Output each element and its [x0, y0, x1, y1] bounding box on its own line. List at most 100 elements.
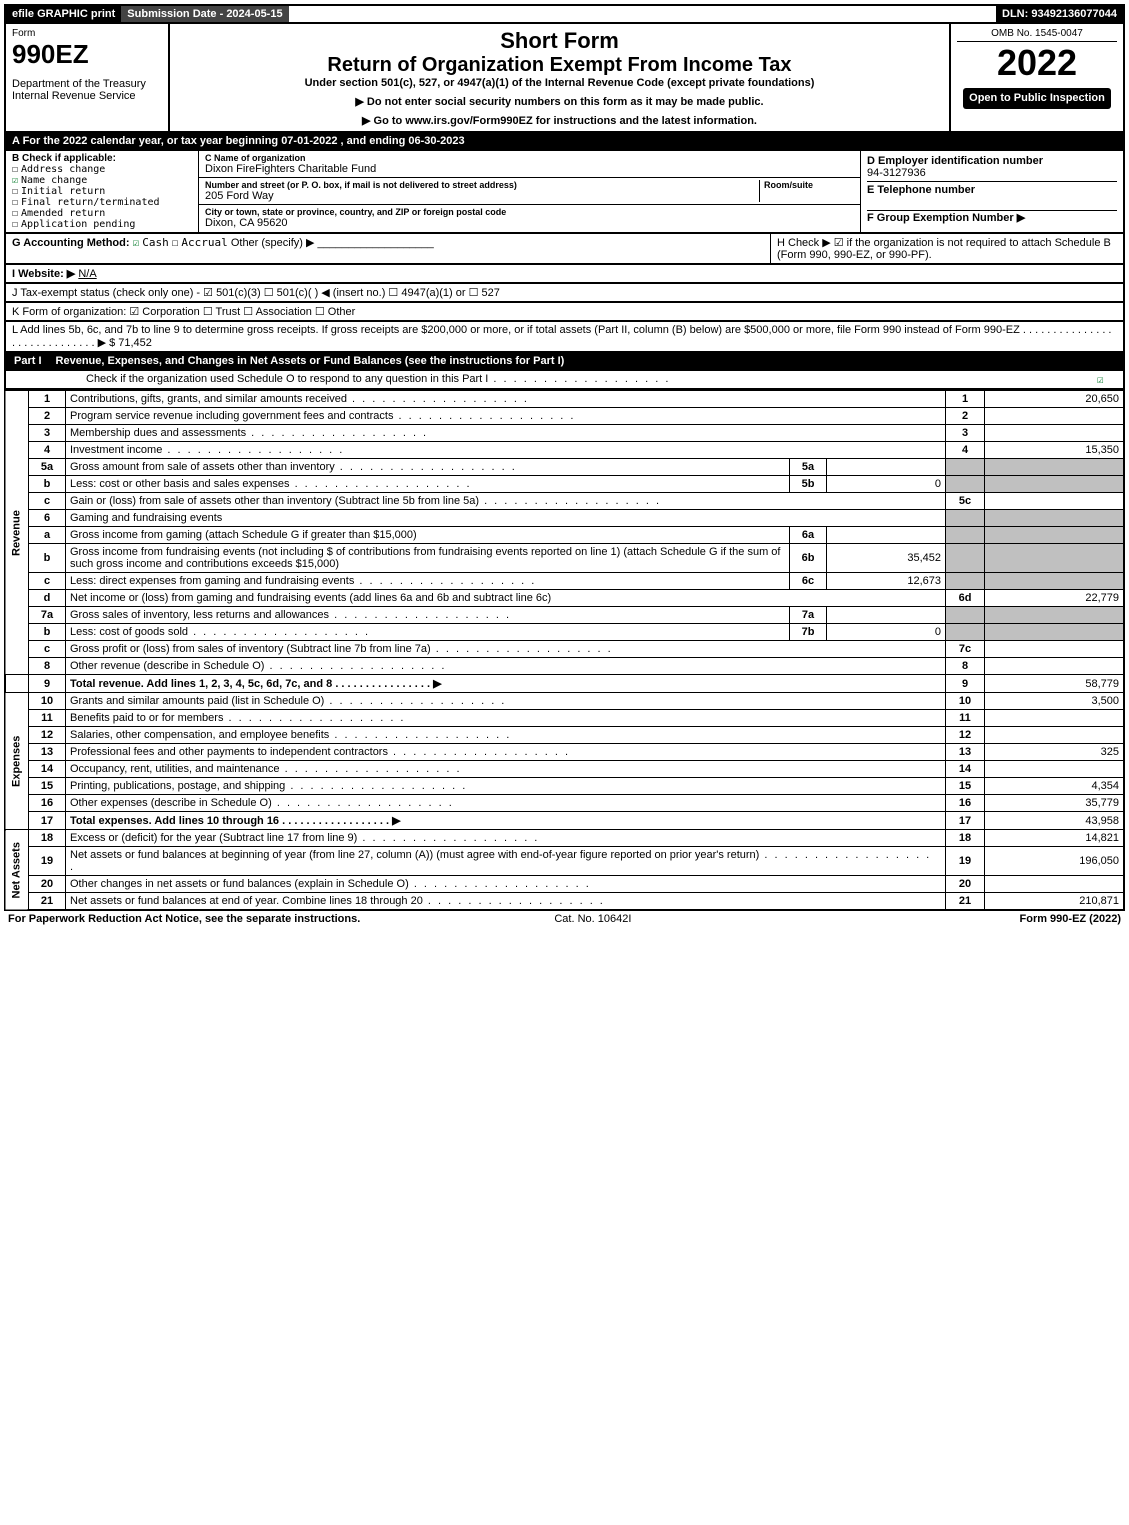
omb-number: OMB No. 1545-0047 [957, 28, 1117, 42]
line-10-num: 10 [29, 693, 66, 710]
section-j: J Tax-exempt status (check only one) - ☑… [4, 284, 1125, 303]
section-c: C Name of organization Dixon FireFighter… [199, 151, 860, 232]
cb-application-pending[interactable]: Application pending [12, 219, 192, 230]
line-6a-desc: Gross income from gaming (attach Schedul… [66, 527, 790, 544]
header-right: OMB No. 1545-0047 2022 Open to Public In… [949, 24, 1123, 131]
irs-link[interactable]: www.irs.gov/Form990EZ [405, 115, 532, 127]
open-public-inspection: Open to Public Inspection [963, 88, 1111, 109]
line-9-num: 9 [29, 675, 66, 693]
line-20-value [985, 876, 1125, 893]
line-5a-num: 5a [29, 459, 66, 476]
line-1-value: 20,650 [985, 391, 1125, 408]
line-2-value [985, 408, 1125, 425]
line-7c-label: 7c [946, 641, 985, 658]
form-id-footer: Form 990-EZ (2022) [1020, 913, 1121, 925]
line-14-num: 14 [29, 761, 66, 778]
line-6b-num: b [29, 544, 66, 573]
cb-initial-return[interactable]: Initial return [12, 186, 192, 197]
line-16-desc: Other expenses (describe in Schedule O) [66, 795, 946, 812]
form-title-main: Return of Organization Exempt From Incom… [176, 54, 943, 77]
line-5a-desc: Gross amount from sale of assets other t… [66, 459, 790, 476]
cb-address-change[interactable]: Address change [12, 164, 192, 175]
section-k: K Form of organization: ☑ Corporation ☐ … [4, 303, 1125, 322]
line-21-desc: Net assets or fund balances at end of ye… [66, 893, 946, 911]
top-bar: efile GRAPHIC print Submission Date - 20… [4, 4, 1125, 24]
room-label: Room/suite [764, 180, 854, 190]
accounting-method-label: G Accounting Method: [12, 237, 130, 249]
line-18-label: 18 [946, 830, 985, 847]
line-6c-subval: 12,673 [827, 573, 946, 590]
street-label: Number and street (or P. O. box, if mail… [205, 180, 759, 190]
paperwork-notice: For Paperwork Reduction Act Notice, see … [8, 913, 360, 925]
note2-post: for instructions and the latest informat… [533, 115, 757, 127]
cb-amended-return[interactable]: Amended return [12, 208, 192, 219]
line-9-value: 58,779 [985, 675, 1125, 693]
line-14-value [985, 761, 1125, 778]
line-4-value: 15,350 [985, 442, 1125, 459]
group-exemption-label: F Group Exemption Number ▶ [867, 211, 1117, 224]
part-i-table: Revenue 1 Contributions, gifts, grants, … [4, 390, 1125, 911]
line-6c-sublabel: 6c [790, 573, 827, 590]
section-b: B Check if applicable: Address change Na… [6, 151, 199, 232]
net-assets-section-label: Net Assets [5, 830, 29, 911]
form-number: 990EZ [12, 39, 162, 70]
form-word: Form [12, 28, 162, 39]
line-12-label: 12 [946, 727, 985, 744]
line-17-value: 43,958 [985, 812, 1125, 830]
line-7b-num: b [29, 624, 66, 641]
line-8-label: 8 [946, 658, 985, 675]
cb-cash[interactable]: Cash [133, 236, 169, 249]
efile-label[interactable]: efile GRAPHIC print [6, 6, 121, 22]
line-6c-desc: Less: direct expenses from gaming and fu… [66, 573, 790, 590]
line-18-desc: Excess or (deficit) for the year (Subtra… [66, 830, 946, 847]
line-7b-subval: 0 [827, 624, 946, 641]
line-5c-num: c [29, 493, 66, 510]
line-18-num: 18 [29, 830, 66, 847]
line-12-value [985, 727, 1125, 744]
line-15-num: 15 [29, 778, 66, 795]
city-label: City or town, state or province, country… [205, 207, 854, 217]
line-5b-num: b [29, 476, 66, 493]
section-def: D Employer identification number 94-3127… [860, 151, 1123, 232]
cb-final-return[interactable]: Final return/terminated [12, 197, 192, 208]
line-1-label: 1 [946, 391, 985, 408]
line-20-desc: Other changes in net assets or fund bala… [66, 876, 946, 893]
header-center: Short Form Return of Organization Exempt… [170, 24, 949, 131]
line-19-num: 19 [29, 847, 66, 876]
form-header: Form 990EZ Department of the Treasury In… [4, 24, 1125, 133]
line-11-num: 11 [29, 710, 66, 727]
line-2-label: 2 [946, 408, 985, 425]
line-5b-sublabel: 5b [790, 476, 827, 493]
line-6d-desc: Net income or (loss) from gaming and fun… [66, 590, 946, 607]
line-16-value: 35,779 [985, 795, 1125, 812]
cb-accrual[interactable]: Accrual [172, 236, 228, 249]
line-13-desc: Professional fees and other payments to … [66, 744, 946, 761]
line-6a-shaded [946, 527, 985, 544]
line-20-label: 20 [946, 876, 985, 893]
part-i-header: Part I Revenue, Expenses, and Changes in… [4, 353, 1125, 371]
line-7c-value [985, 641, 1125, 658]
line-6d-num: d [29, 590, 66, 607]
line-10-value: 3,500 [985, 693, 1125, 710]
line-7b-shaded [946, 624, 985, 641]
line-5b-shaded [946, 476, 985, 493]
line-19-desc: Net assets or fund balances at beginning… [66, 847, 946, 876]
line-5a-subval [827, 459, 946, 476]
line-6-shaded [946, 510, 985, 527]
line-4-label: 4 [946, 442, 985, 459]
ein-value: 94-3127936 [867, 167, 1117, 179]
line-15-value: 4,354 [985, 778, 1125, 795]
line-5c-value [985, 493, 1125, 510]
line-7a-sublabel: 7a [790, 607, 827, 624]
line-7c-num: c [29, 641, 66, 658]
line-11-label: 11 [946, 710, 985, 727]
line-1-desc: Contributions, gifts, grants, and simila… [66, 391, 946, 408]
line-7b-shaded-val [985, 624, 1125, 641]
form-title-short: Short Form [176, 28, 943, 54]
line-4-num: 4 [29, 442, 66, 459]
cb-schedule-o[interactable] [1091, 371, 1123, 388]
line-7a-shaded [946, 607, 985, 624]
cb-name-change[interactable]: Name change [12, 175, 192, 186]
city-state-zip: Dixon, CA 95620 [205, 217, 854, 229]
line-19-value: 196,050 [985, 847, 1125, 876]
